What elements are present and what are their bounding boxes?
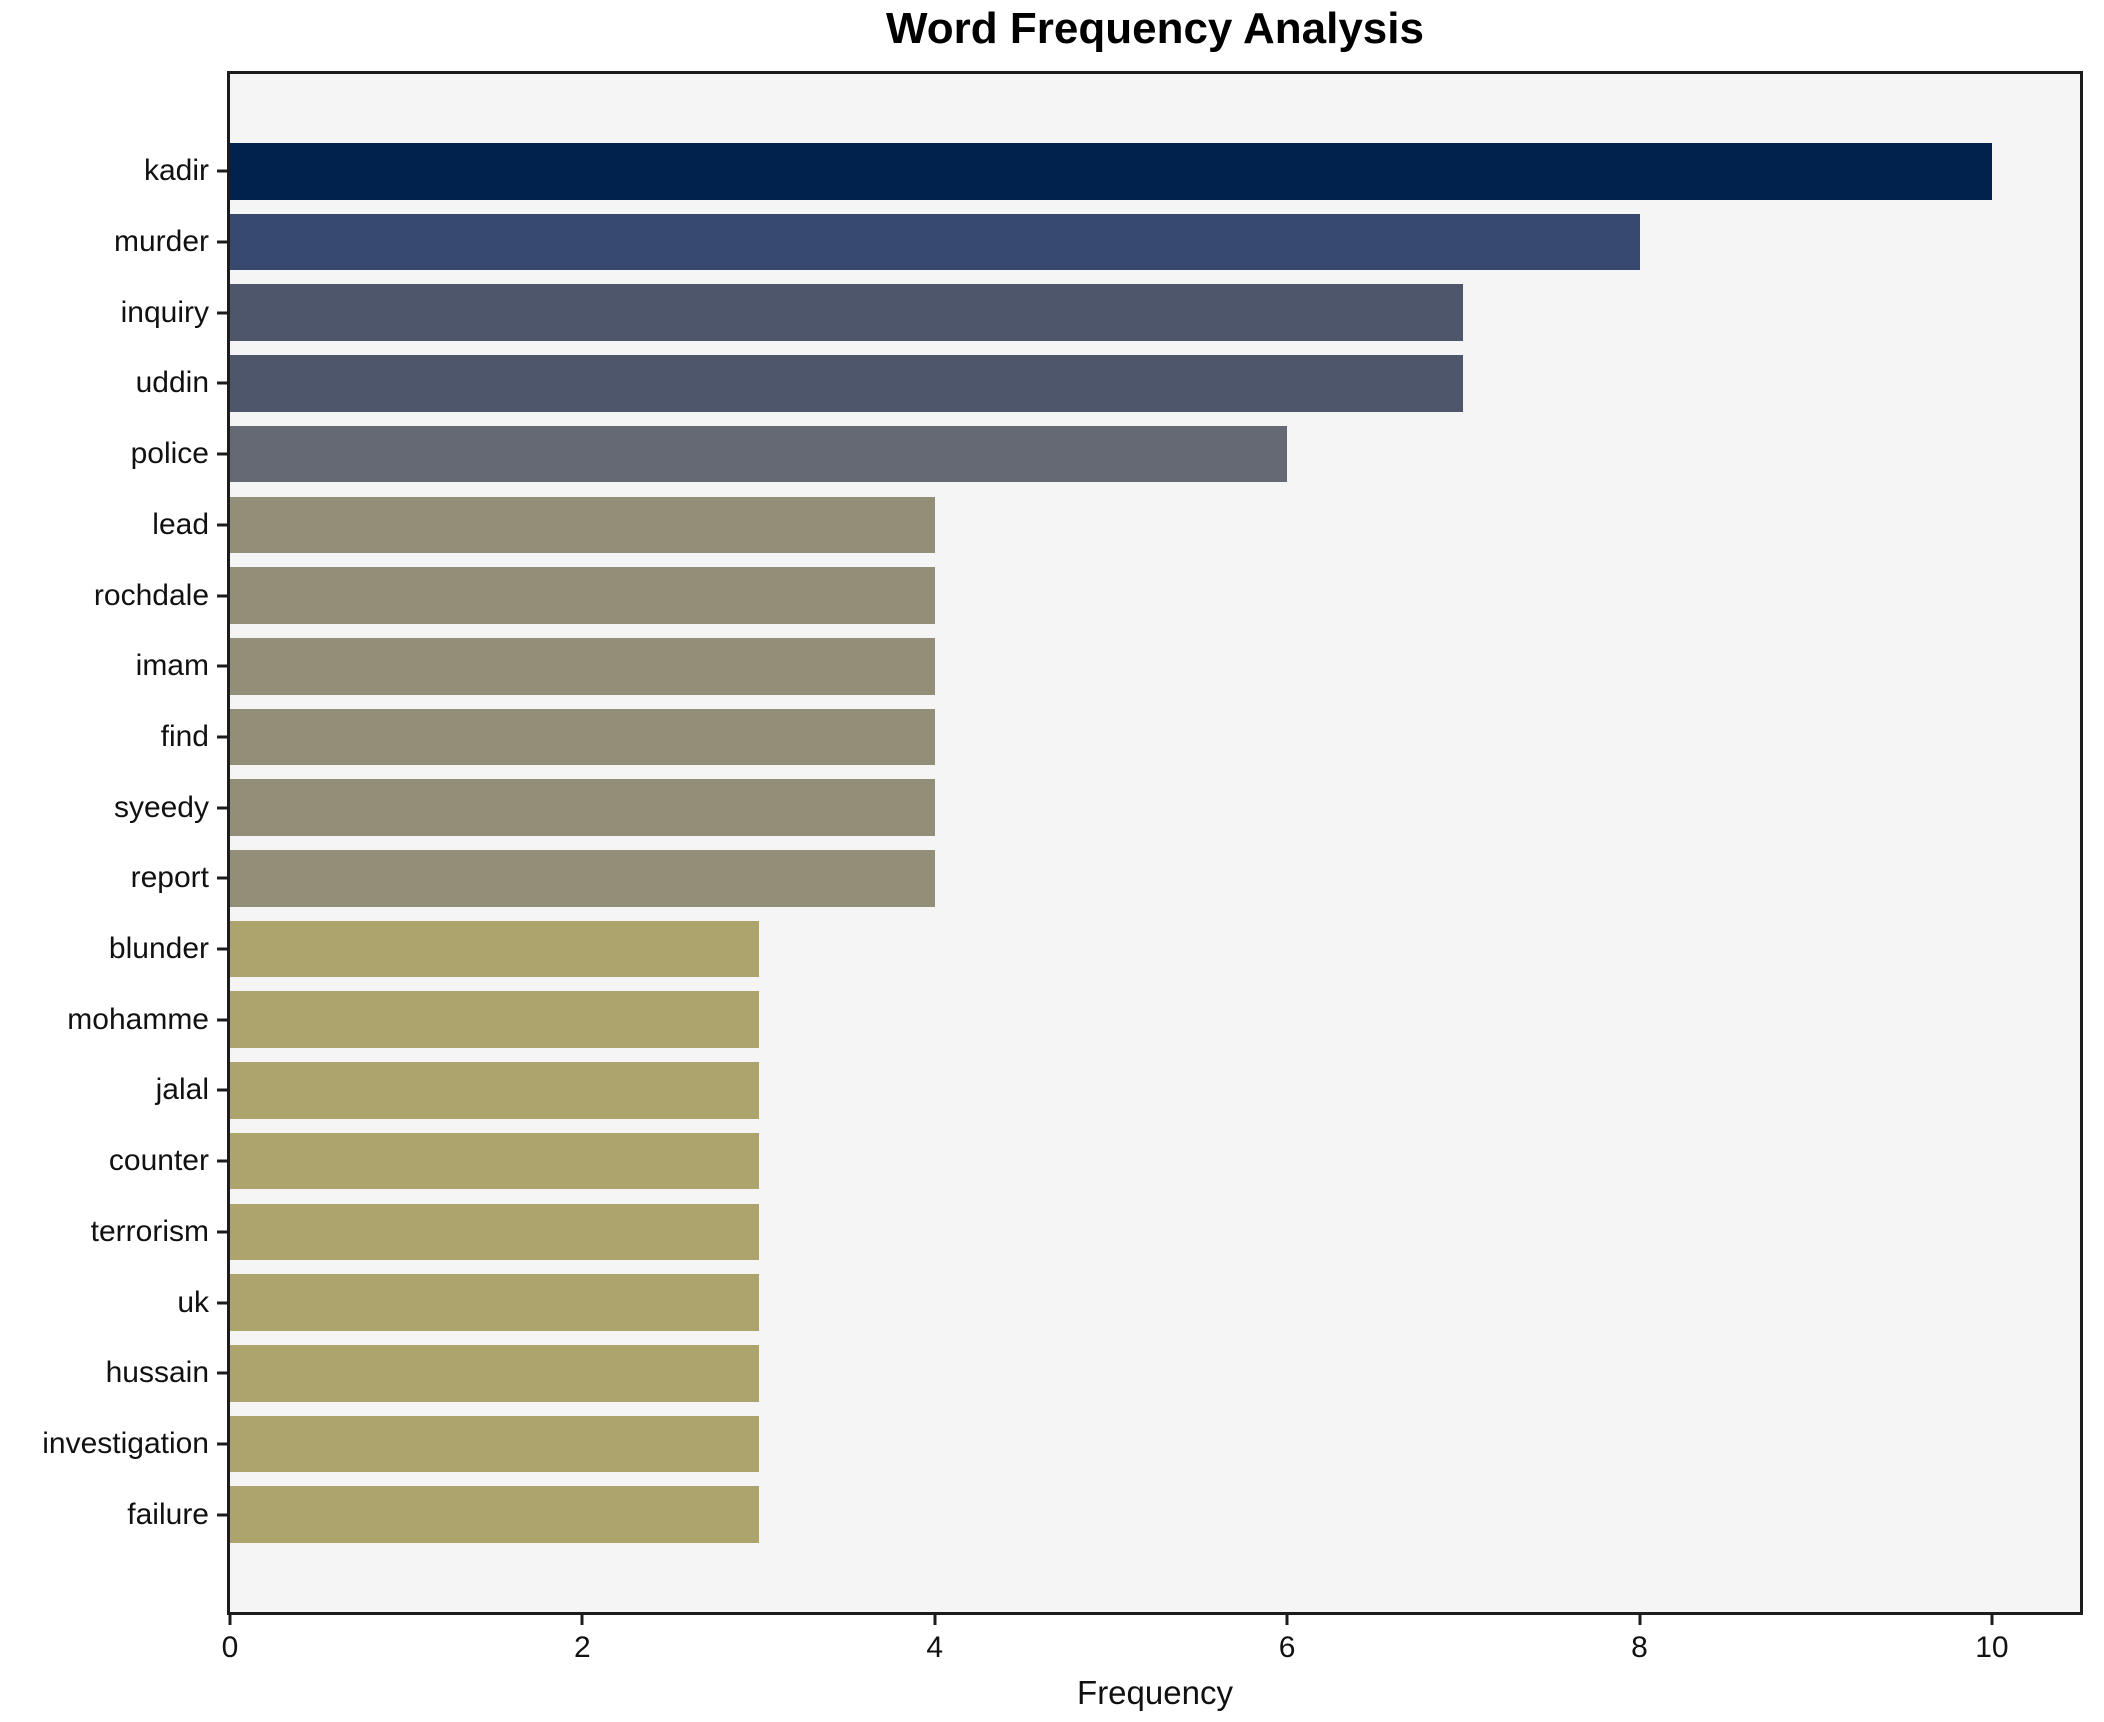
y-tick-mark [217,806,227,810]
bar-uk [230,1274,759,1331]
bar-hussain [230,1344,759,1402]
bar-terrorism [230,1203,759,1261]
y-tick-mark [217,1513,227,1517]
y-tick-mark [217,1371,227,1375]
x-tick-label-0: 0 [221,1631,239,1664]
y-tick-label-mohamme: mohamme [67,1002,209,1036]
chart-title: Word Frequency Analysis [886,4,1424,53]
y-tick-label-find: find [160,719,209,753]
y-tick-mark [217,735,227,739]
y-tick-mark [217,1088,227,1092]
y-tick-mark [217,594,227,598]
y-tick-label-report: report [130,861,209,895]
y-tick-mark [217,1442,227,1446]
x-tick-mark [228,1615,232,1625]
x-tick-mark [1285,1615,1289,1625]
y-tick-label-failure: failure [127,1497,209,1531]
bar-jalal [230,1062,759,1119]
x-tick-mark [580,1615,584,1625]
y-tick-mark [217,523,227,527]
y-tick-mark [217,1159,227,1163]
x-axis-label: Frequency [1077,1674,1233,1711]
bar-blunder [230,920,759,978]
bar-inquiry [230,284,1464,342]
bar-imam [230,637,935,695]
bar-counter [230,1132,759,1190]
y-tick-mark [217,452,227,456]
bar-mohamme [230,991,759,1049]
y-tick-label-terrorism: terrorism [90,1214,209,1248]
y-tick-label-uk: uk [177,1285,209,1319]
plot-inner [230,74,2080,1612]
y-tick-mark [217,947,227,951]
y-tick-mark [217,381,227,385]
y-tick-label-blunder: blunder [108,932,209,966]
bar-kadir [230,143,1992,200]
y-tick-label-uddin: uddin [135,366,209,400]
bar-failure [230,1486,759,1543]
y-tick-mark [217,1230,227,1234]
y-tick-label-investigation: investigation [42,1426,209,1460]
x-tick-label-2: 2 [574,1631,591,1664]
x-tick-mark [933,1615,937,1625]
x-tick-mark [1990,1615,1994,1625]
bar-uddin [230,355,1464,412]
bar-syeedy [230,779,935,836]
y-tick-label-counter: counter [108,1144,209,1178]
y-tick-mark [217,311,227,315]
y-tick-label-syeedy: syeedy [113,790,209,824]
x-tick-label-6: 6 [1278,1631,1296,1664]
x-tick-mark [1638,1615,1642,1625]
bar-lead [230,496,935,554]
bar-police [230,425,1288,483]
y-tick-label-inquiry: inquiry [120,295,209,329]
y-tick-mark [217,240,227,244]
y-tick-label-lead: lead [152,507,209,541]
x-tick-label-10: 10 [1975,1631,2009,1664]
y-tick-mark [217,1018,227,1022]
bar-rochdale [230,567,935,624]
x-tick-label-8: 8 [1631,1631,1648,1664]
y-tick-mark [217,1301,227,1305]
bar-find [230,708,935,766]
y-tick-mark [217,876,227,880]
y-tick-label-police: police [130,437,209,471]
y-tick-label-jalal: jalal [155,1073,209,1107]
y-tick-mark [217,664,227,668]
y-tick-label-murder: murder [113,225,209,259]
bar-investigation [230,1415,759,1473]
y-tick-mark [217,169,227,173]
bar-murder [230,213,1640,271]
bar-report [230,850,935,907]
x-tick-label-4: 4 [926,1631,944,1664]
y-tick-label-hussain: hussain [105,1356,209,1390]
y-tick-label-kadir: kadir [143,154,209,188]
y-tick-label-rochdale: rochdale [93,578,209,612]
plot-area [227,71,2083,1615]
y-tick-label-imam: imam [135,649,209,683]
